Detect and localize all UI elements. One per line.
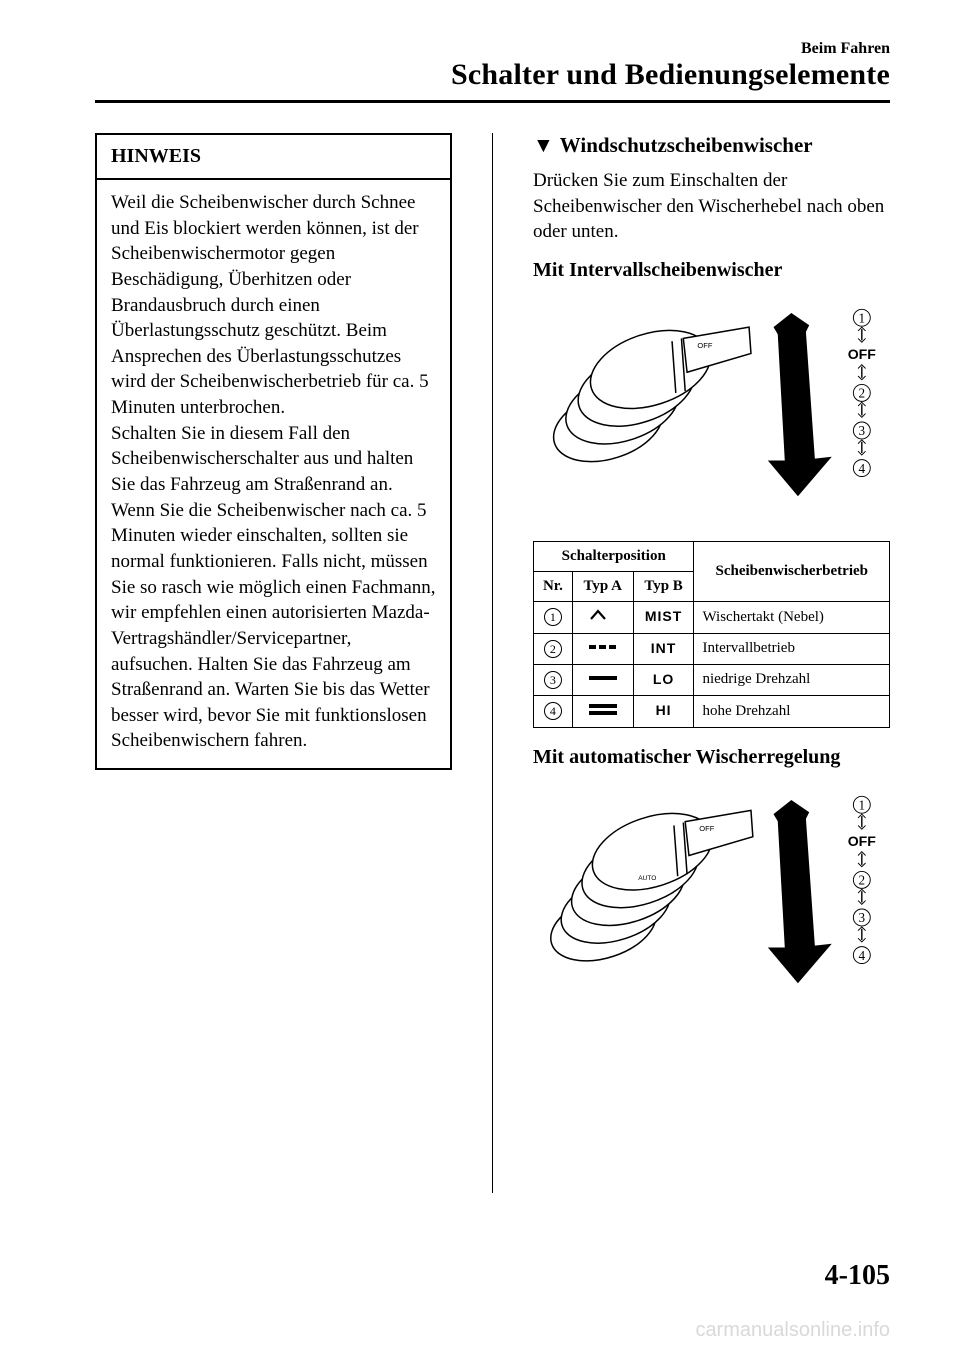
cell-typa	[572, 664, 633, 695]
off-label-2: OFF	[848, 833, 877, 849]
cell-nr: 2	[534, 633, 573, 664]
th-typb: Typ B	[633, 571, 694, 601]
svg-text:1: 1	[859, 310, 866, 325]
table-row: 2 INTIntervallbetrieb	[534, 633, 890, 664]
cell-typb: MIST	[633, 601, 694, 633]
cell-typa	[572, 633, 633, 664]
pos-3-b: 3	[853, 909, 870, 926]
table-row: 3 LOniedrige Drehzahl	[534, 664, 890, 695]
page-number: 4-105	[825, 1260, 890, 1292]
lo-icon	[588, 671, 618, 688]
notice-title: HINWEIS	[97, 135, 450, 180]
th-operation: Scheibenwischerbetrieb	[694, 541, 890, 601]
header-title: Schalter und Bedienungselemente	[95, 58, 890, 92]
header-divider	[95, 100, 890, 103]
subheading-auto: Mit automatischer Wischerregelung	[533, 746, 890, 769]
pos-1-b: 1	[853, 796, 870, 813]
notice-line: Weil die Scheibenwischer durch Schnee un…	[111, 192, 429, 418]
stalk-off-label-2: OFF	[699, 824, 714, 833]
down-triangle-icon: ▼	[533, 133, 554, 158]
int-icon	[588, 640, 618, 657]
notice-body: Weil die Scheibenwischer durch Schnee un…	[97, 180, 450, 768]
cell-typb: HI	[633, 695, 694, 727]
pos-4: 4	[853, 460, 870, 477]
svg-text:3: 3	[859, 423, 866, 438]
direction-arrow-icon-2	[768, 800, 832, 983]
th-nr: Nr.	[534, 571, 573, 601]
th-typa: Typ A	[572, 571, 633, 601]
stalk-off-label: OFF	[697, 341, 712, 350]
cell-desc: Wischertakt (Nebel)	[694, 601, 890, 633]
cell-typa	[572, 601, 633, 633]
notice-line: Schalten Sie in diesem Fall den Scheiben…	[111, 423, 436, 752]
column-divider	[492, 133, 493, 1193]
header-category: Beim Fahren	[95, 40, 890, 58]
cell-nr: 4	[534, 695, 573, 727]
off-label: OFF	[848, 346, 877, 362]
svg-text:2: 2	[859, 386, 866, 401]
intro-paragraph: Drücken Sie zum Einschalten der Scheiben…	[533, 168, 890, 245]
cell-nr: 3	[534, 664, 573, 695]
wiper-lever-diagram-interval: OFF 1 OFF 2 3 4	[533, 292, 890, 522]
section-heading: ▼ Windschutzscheibenwischer	[533, 133, 890, 158]
table-row: 1 MISTWischertakt (Nebel)	[534, 601, 890, 633]
content-columns: HINWEIS Weil die Scheibenwischer durch S…	[95, 133, 890, 1193]
watermark: carmanualsonline.info	[695, 1319, 890, 1342]
cell-desc: hohe Drehzahl	[694, 695, 890, 727]
stalk-auto-label: AUTO	[638, 875, 656, 882]
mist-icon	[589, 608, 617, 627]
svg-text:4: 4	[859, 461, 866, 476]
svg-text:2: 2	[859, 873, 866, 888]
right-column: ▼ Windschutzscheibenwischer Drücken Sie …	[523, 133, 890, 1193]
left-column: HINWEIS Weil die Scheibenwischer durch S…	[95, 133, 462, 1193]
pos-2-b: 2	[853, 871, 870, 888]
th-position: Schalterposition	[534, 541, 694, 571]
pos-1: 1	[853, 309, 870, 326]
svg-text:4: 4	[859, 948, 866, 963]
cell-typb: INT	[633, 633, 694, 664]
direction-arrow-icon	[768, 313, 832, 496]
page-header: Beim Fahren Schalter und Bedienungseleme…	[95, 40, 890, 92]
pos-3: 3	[853, 422, 870, 439]
cell-desc: niedrige Drehzahl	[694, 664, 890, 695]
cell-nr: 1	[534, 601, 573, 633]
cell-desc: Intervallbetrieb	[694, 633, 890, 664]
pos-4-b: 4	[853, 947, 870, 964]
notice-box: HINWEIS Weil die Scheibenwischer durch S…	[95, 133, 452, 770]
hi-icon	[588, 702, 618, 721]
svg-text:3: 3	[859, 910, 866, 925]
table-row: 4 HIhohe Drehzahl	[534, 695, 890, 727]
subheading-interval: Mit Intervallscheibenwischer	[533, 259, 890, 282]
pos-2: 2	[853, 384, 870, 401]
wiper-lever-diagram-auto: OFF AUTO 1 OFF 2 3 4	[533, 779, 890, 1009]
wiper-position-table: Schalterposition Scheibenwischerbetrieb …	[533, 541, 890, 728]
cell-typa	[572, 695, 633, 727]
section-heading-text: Windschutzscheibenwischer	[560, 133, 813, 158]
svg-text:1: 1	[859, 797, 866, 812]
page: Beim Fahren Schalter und Bedienungseleme…	[0, 0, 960, 1362]
cell-typb: LO	[633, 664, 694, 695]
